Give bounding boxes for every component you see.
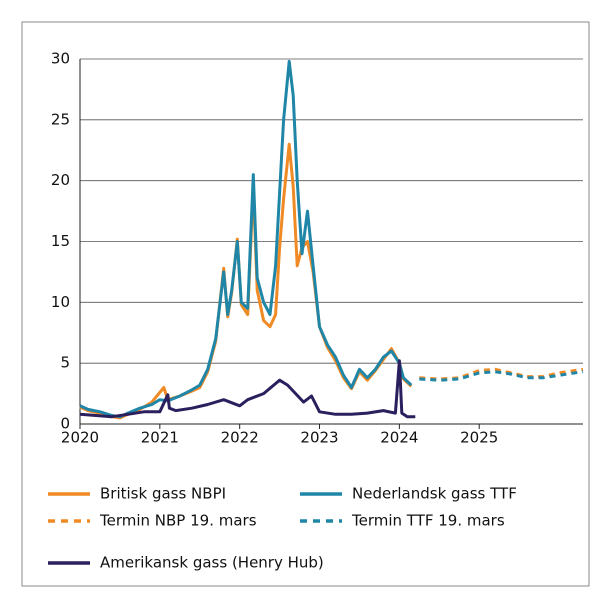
frame: [21, 21, 590, 587]
line: [79, 359, 416, 419]
y-tick-label: 30: [51, 50, 70, 68]
x-tick-label: 2022: [221, 429, 259, 447]
x-tick-label: 2024: [380, 429, 418, 447]
legend-label: Britisk gass NBPI: [100, 485, 226, 503]
y-tick-label: 0: [60, 415, 70, 433]
line: [419, 370, 584, 382]
y-tick-label: 20: [51, 171, 70, 189]
x-tick-label: 2023: [300, 429, 338, 447]
line: [79, 59, 413, 419]
legend-label: Termin TTF 19. mars: [351, 512, 505, 530]
line: [79, 142, 413, 420]
line: [419, 367, 584, 381]
y-tick-label: 25: [51, 110, 70, 128]
y-tick-label: 5: [60, 354, 70, 372]
legend-label: Nederlandsk gass TTF: [352, 485, 517, 503]
x-tick-label: 2021: [141, 429, 179, 447]
y-tick-label: 10: [51, 293, 70, 311]
legend-label: Amerikansk gass (Henry Hub): [100, 554, 324, 572]
y-tick-label: 15: [51, 232, 70, 250]
x-tick-label: 2025: [460, 429, 498, 447]
x-tick-label: 2020: [61, 429, 99, 447]
legend-label: Termin NBP 19. mars: [99, 512, 257, 530]
